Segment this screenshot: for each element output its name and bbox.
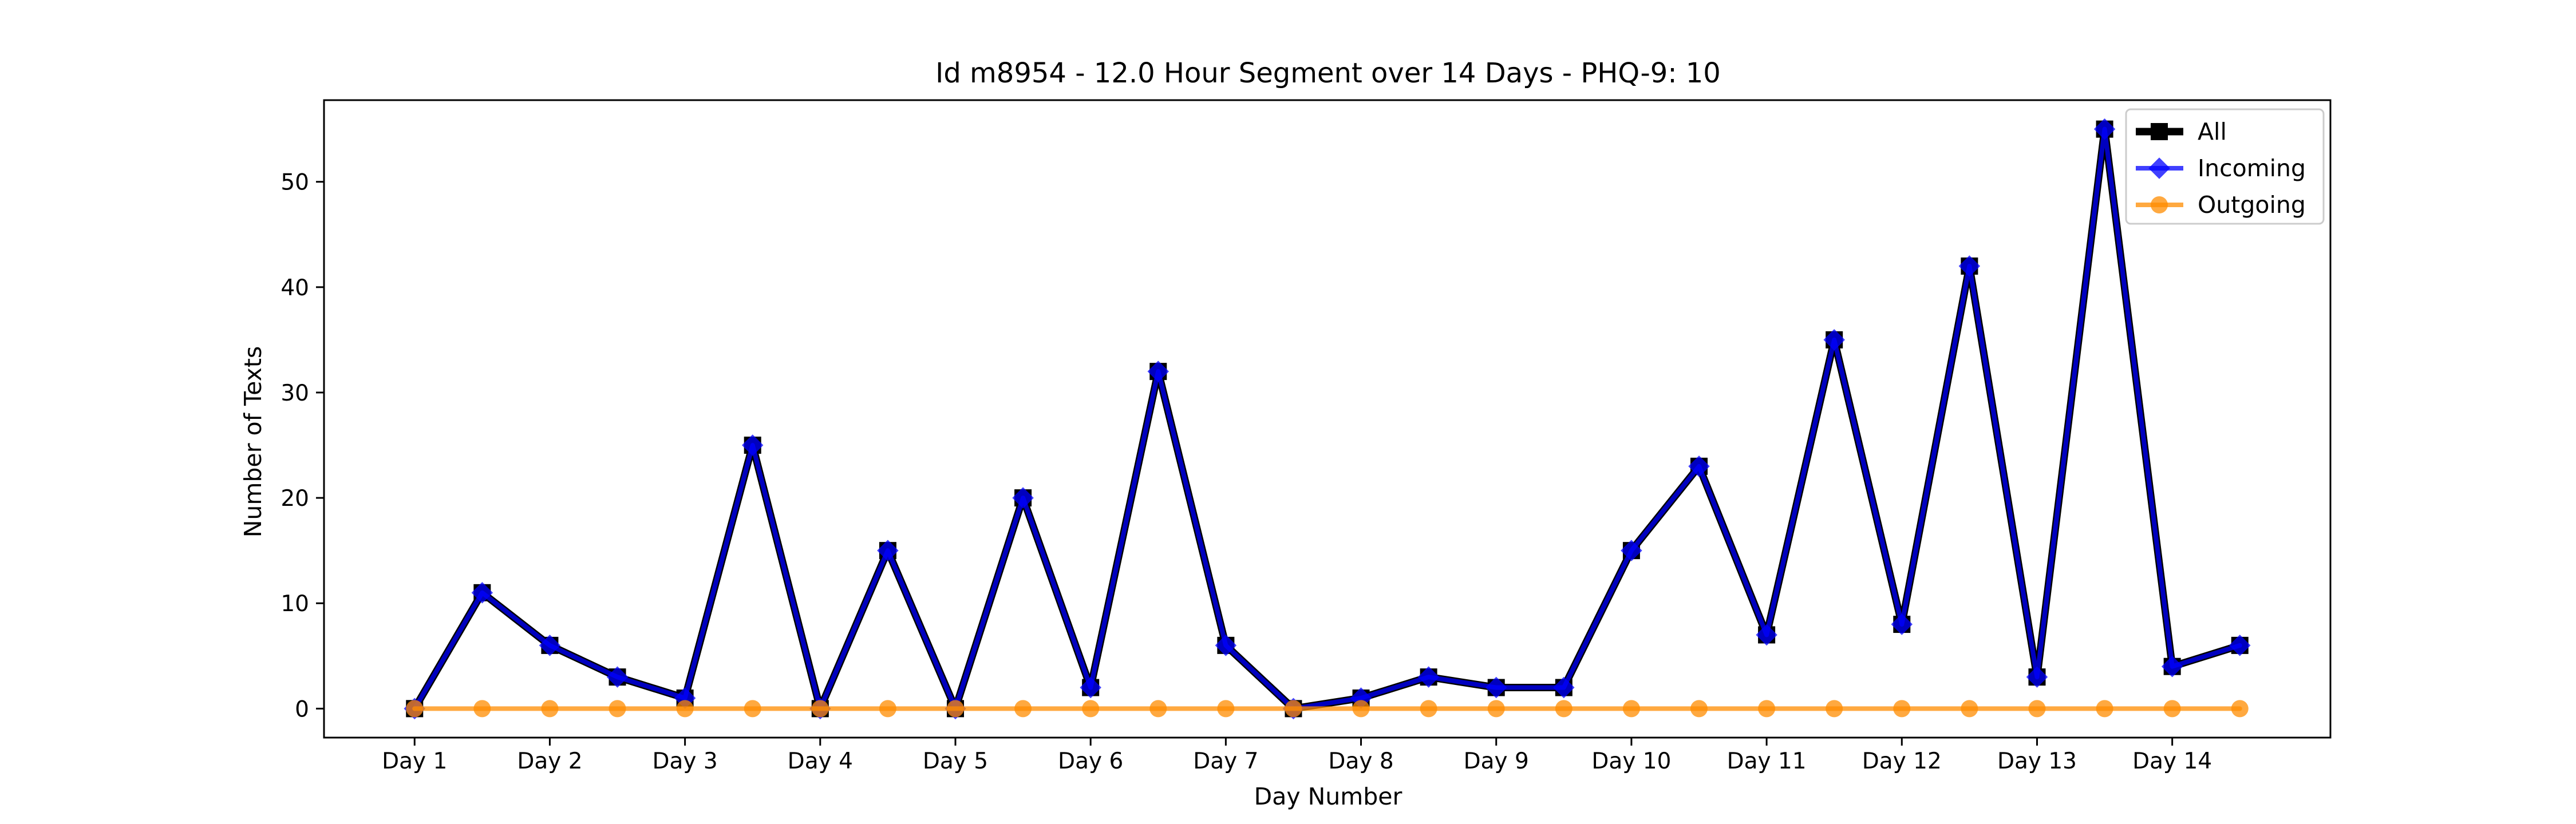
y-axis-label: Number of Texts bbox=[239, 346, 267, 538]
data-point-incoming bbox=[606, 666, 629, 688]
data-point-outgoing bbox=[1758, 700, 1776, 718]
x-tick-label: Day 10 bbox=[1591, 748, 1671, 774]
x-tick-label: Day 13 bbox=[1997, 748, 2077, 774]
data-point-incoming bbox=[1688, 455, 1710, 477]
y-tick-label: 10 bbox=[280, 591, 309, 617]
legend: All Incoming Outgoing bbox=[2125, 108, 2325, 225]
data-point-outgoing bbox=[1555, 700, 1573, 718]
series-line-incoming bbox=[412, 126, 2242, 711]
legend-item-incoming: Incoming bbox=[2136, 154, 2306, 182]
x-tick-label: Day 14 bbox=[2132, 748, 2212, 774]
data-point-incoming bbox=[1080, 676, 1101, 699]
x-tick-label: Day 6 bbox=[1058, 748, 1123, 774]
legend-label: Incoming bbox=[2198, 154, 2306, 182]
data-point-incoming bbox=[1147, 360, 1170, 382]
data-point-outgoing bbox=[1420, 700, 1437, 718]
data-point-outgoing bbox=[1014, 700, 1032, 718]
data-point-outgoing bbox=[609, 700, 626, 718]
y-tick-label: 20 bbox=[280, 486, 309, 512]
y-tick-label: 40 bbox=[280, 275, 309, 301]
data-point-outgoing bbox=[1487, 700, 1505, 718]
y-tick-label: 30 bbox=[280, 381, 309, 406]
data-point-outgoing bbox=[406, 700, 424, 718]
data-point-incoming bbox=[741, 434, 764, 456]
data-point-incoming bbox=[1891, 613, 1913, 635]
legend-swatch-marker bbox=[2151, 123, 2168, 140]
y-tick-label: 0 bbox=[295, 696, 309, 722]
data-point-outgoing bbox=[2028, 700, 2046, 718]
data-point-outgoing bbox=[1082, 700, 1100, 718]
data-point-outgoing bbox=[1285, 700, 1302, 718]
data-point-outgoing bbox=[473, 700, 491, 718]
data-point-incoming bbox=[1553, 676, 1575, 699]
data-point-incoming bbox=[1012, 487, 1034, 509]
plot-frame bbox=[323, 99, 2332, 739]
data-point-incoming bbox=[2161, 655, 2183, 678]
legend-swatch-marker bbox=[2148, 157, 2170, 179]
legend-swatch-marker bbox=[2151, 196, 2168, 213]
data-point-outgoing bbox=[2231, 700, 2249, 718]
legend-label: Outgoing bbox=[2198, 191, 2306, 219]
x-tick-label: Day 1 bbox=[382, 748, 447, 774]
data-point-incoming bbox=[1417, 666, 1440, 688]
data-point-incoming bbox=[2093, 118, 2116, 140]
legend-label: All bbox=[2198, 118, 2227, 145]
data-point-outgoing bbox=[1217, 700, 1235, 718]
data-point-outgoing bbox=[811, 700, 829, 718]
x-tick-label: Day 7 bbox=[1193, 748, 1258, 774]
data-point-incoming bbox=[1621, 540, 1642, 561]
data-point-incoming bbox=[1485, 676, 1507, 699]
plot-area bbox=[404, 118, 2251, 720]
data-point-outgoing bbox=[744, 700, 761, 718]
legend-item-all: All bbox=[2136, 118, 2227, 145]
data-point-outgoing bbox=[1352, 700, 1370, 718]
data-point-outgoing bbox=[1149, 700, 1167, 718]
data-point-outgoing bbox=[1961, 700, 1978, 718]
data-point-incoming bbox=[1958, 255, 1981, 277]
data-point-outgoing bbox=[1893, 700, 1911, 718]
data-point-incoming bbox=[2229, 635, 2251, 656]
legend-item-outgoing: Outgoing bbox=[2136, 191, 2306, 219]
data-point-outgoing bbox=[2096, 700, 2113, 718]
data-point-outgoing bbox=[2163, 700, 2181, 718]
x-tick-label: Day 8 bbox=[1328, 748, 1393, 774]
data-point-outgoing bbox=[1826, 700, 1843, 718]
data-point-incoming bbox=[2026, 666, 2048, 688]
data-point-outgoing bbox=[1690, 700, 1708, 718]
x-tick-label: Day 9 bbox=[1464, 748, 1529, 774]
x-tick-label: Day 12 bbox=[1862, 748, 1942, 774]
data-point-outgoing bbox=[1622, 700, 1640, 718]
x-tick-label: Day 3 bbox=[652, 748, 717, 774]
axes: Day 1 Day 2 Day 3 Day 4 Day 5 Day 6 Day 7 Day 8… bbox=[280, 170, 2212, 774]
data-point-incoming bbox=[1823, 329, 1845, 351]
chart-title: Id m8954 - 12.0 Hour Segment over 14 Day… bbox=[935, 57, 1721, 89]
data-point-incoming bbox=[877, 540, 899, 561]
data-point-incoming bbox=[471, 582, 493, 604]
data-point-incoming bbox=[1215, 635, 1237, 656]
data-point-incoming bbox=[539, 635, 561, 656]
data-point-outgoing bbox=[946, 700, 964, 718]
x-tick-label: Day 11 bbox=[1727, 748, 1807, 774]
data-point-outgoing bbox=[676, 700, 694, 718]
legend-box bbox=[2125, 108, 2325, 225]
data-point-incoming bbox=[1756, 624, 1777, 646]
data-point-outgoing bbox=[541, 700, 559, 718]
y-tick-label: 50 bbox=[280, 170, 309, 196]
data-point-outgoing bbox=[879, 700, 896, 718]
x-tick-label: Day 5 bbox=[923, 748, 988, 774]
x-axis-label: Day Number bbox=[1254, 783, 1402, 810]
x-tick-label: Day 4 bbox=[788, 748, 853, 774]
x-tick-label: Day 2 bbox=[517, 748, 582, 774]
series-outgoing bbox=[406, 700, 2249, 718]
